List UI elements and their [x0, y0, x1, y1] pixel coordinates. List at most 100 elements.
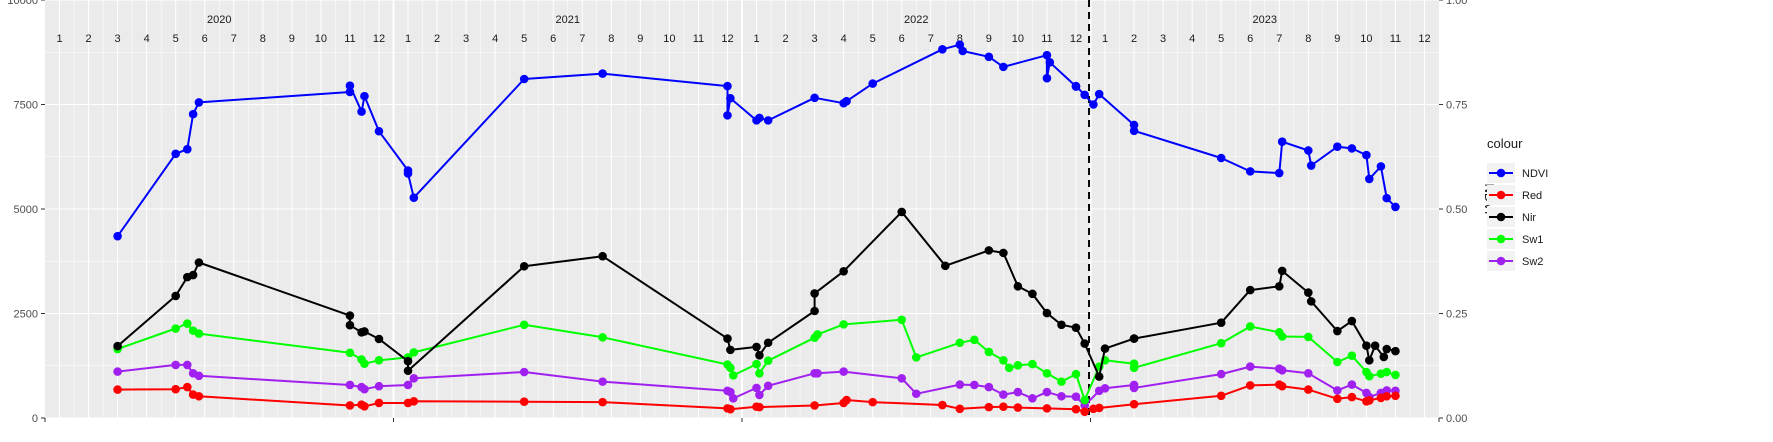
series-point-red — [1333, 394, 1342, 404]
series-point-sw2 — [728, 394, 738, 403]
month-label: 3 — [463, 33, 469, 45]
month-label: 9 — [637, 33, 643, 45]
series-point-red — [1365, 396, 1374, 405]
series-point-sw2 — [813, 368, 822, 378]
series-point-red — [1013, 403, 1023, 412]
series-point-sw2 — [1071, 392, 1081, 401]
month-label: 2 — [1131, 33, 1137, 45]
month-label: 11 — [344, 33, 355, 45]
series-point-nir — [810, 306, 819, 316]
series-point-nir — [1013, 282, 1023, 291]
series-point-red — [194, 391, 204, 401]
month-label: 4 — [841, 33, 847, 45]
series-point-red — [598, 397, 607, 407]
series-point-nir — [1306, 297, 1316, 306]
series-point-sw1 — [1028, 359, 1037, 369]
legend-key-point — [1496, 190, 1506, 200]
series-point-ndvi — [357, 107, 366, 116]
series-point-nir — [1057, 320, 1066, 330]
series-point-sw1 — [728, 371, 738, 380]
series-point-nir — [1129, 334, 1139, 343]
series-point-sw1 — [984, 347, 994, 357]
month-label: 7 — [1276, 33, 1282, 45]
series-point-ndvi — [810, 93, 819, 103]
month-label: 4 — [1189, 33, 1195, 45]
left-tick-label: 0 — [32, 413, 38, 425]
series-point-ndvi — [598, 69, 607, 78]
series-point-ndvi — [1042, 50, 1052, 60]
series-point-ndvi — [1094, 89, 1104, 99]
series-point-sw1 — [345, 348, 355, 358]
month-label: 12 — [1070, 33, 1082, 45]
series-point-sw1 — [763, 356, 773, 366]
series-point-nir — [752, 342, 761, 352]
series-point-ndvi — [723, 111, 732, 120]
series-point-red — [810, 401, 819, 410]
series-point-nir — [188, 270, 198, 280]
series-point-ndvi — [194, 98, 204, 107]
series-point-red — [519, 397, 529, 406]
series-point-sw2 — [1347, 380, 1357, 389]
series-point-nir — [940, 261, 950, 271]
month-label: 9 — [289, 33, 295, 45]
series-point-ndvi — [1391, 202, 1400, 212]
series-point-sw2 — [1333, 386, 1342, 395]
series-point-nir — [519, 261, 529, 271]
month-label: 5 — [1218, 33, 1224, 45]
series-point-sw1 — [409, 348, 419, 357]
month-label: 10 — [1360, 33, 1372, 45]
series-point-nir — [1347, 316, 1357, 326]
series-point-ndvi — [113, 231, 122, 241]
series-point-red — [1094, 403, 1104, 413]
series-point-sw2 — [1277, 366, 1287, 375]
series-point-nir — [598, 251, 607, 261]
year-label: 2021 — [556, 14, 580, 26]
legend-key-point — [1496, 234, 1506, 244]
series-point-red — [1382, 391, 1392, 401]
legend-key-point — [1496, 212, 1506, 222]
legend-key-point — [1496, 256, 1506, 266]
series-point-nir — [374, 334, 384, 344]
legend-label: Red — [1522, 190, 1542, 202]
series-point-ndvi — [984, 52, 994, 62]
series-point-sw1 — [1304, 332, 1313, 342]
month-label: 6 — [899, 33, 905, 45]
series-point-nir — [810, 289, 819, 298]
series-point-sw2 — [374, 381, 384, 391]
series-point-ndvi — [1306, 161, 1316, 170]
right-tick-label: 1.00 — [1446, 0, 1467, 7]
series-point-sw2 — [1216, 369, 1226, 379]
series-point-nir — [194, 258, 204, 267]
series-point-sw2 — [598, 377, 607, 386]
series-point-sw2 — [403, 380, 413, 390]
legend-label: NDVI — [1522, 168, 1548, 180]
legend-label: Nir — [1522, 212, 1536, 224]
series-point-sw1 — [374, 356, 384, 365]
series-point-ndvi — [1080, 90, 1089, 100]
month-labels: 1 2 3 4 5 6 7 8 9 10 11 12 1 2 3 4 5 6 7 8 9 10 11 12 1 2 3 4 5 6 7 8 9 1… — [56, 33, 1430, 45]
series-point-red — [842, 395, 851, 405]
series-point-red — [1216, 391, 1226, 401]
series-point-nir — [1094, 372, 1104, 381]
series-point-sw2 — [752, 383, 761, 393]
left-axis: 0 2500 5000 7500 10000 — [7, 0, 45, 425]
series-point-red — [1080, 407, 1089, 417]
series-point-nir — [360, 327, 369, 336]
series-point-sw2 — [194, 371, 204, 381]
series-point-sw2 — [519, 367, 529, 377]
month-label: 8 — [957, 33, 963, 45]
series-point-ndvi — [1382, 193, 1392, 203]
month-label: 11 — [1041, 33, 1052, 45]
left-tick-label: 10000 — [7, 0, 38, 7]
month-label: 5 — [173, 33, 179, 45]
series-point-red — [374, 398, 384, 408]
series-point-nir — [723, 334, 732, 343]
month-label: 10 — [1012, 33, 1024, 45]
series-layer — [113, 40, 1400, 417]
series-point-sw1 — [1382, 367, 1392, 377]
month-label: 3 — [115, 33, 121, 45]
series-point-sw1 — [726, 363, 735, 373]
series-point-ndvi — [842, 96, 851, 106]
month-label: 2 — [86, 33, 92, 45]
